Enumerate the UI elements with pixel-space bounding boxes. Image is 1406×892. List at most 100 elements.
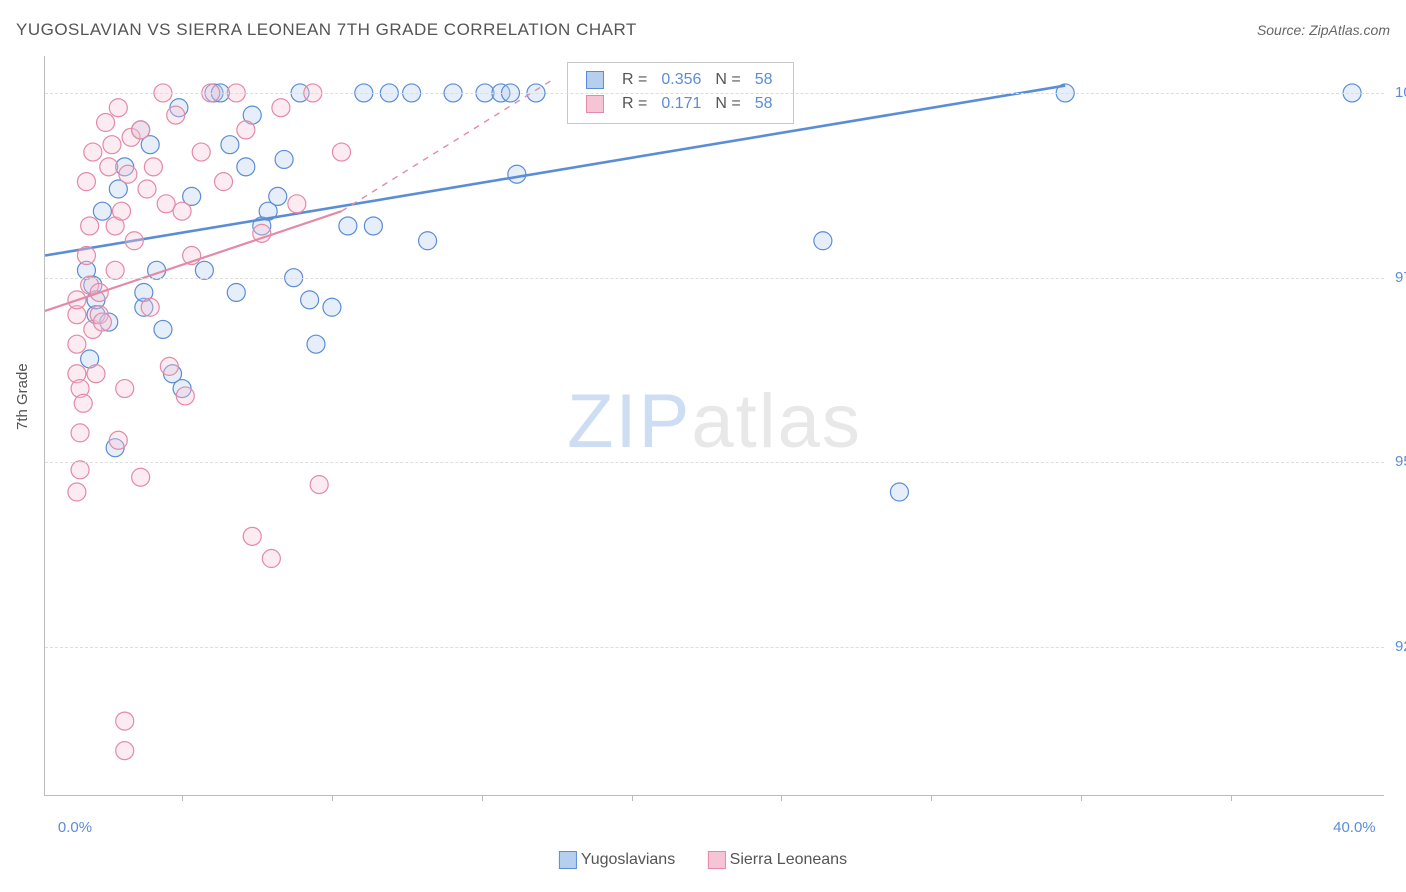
scatter-point xyxy=(310,476,328,494)
r-value: 0.171 xyxy=(655,93,707,115)
y-axis-label: 7th Grade xyxy=(14,363,31,430)
y-tick-label: 92.5% xyxy=(1395,638,1406,655)
scatter-point xyxy=(144,158,162,176)
scatter-point xyxy=(269,187,287,205)
stats-swatch-2 xyxy=(586,95,604,113)
scatter-point xyxy=(132,121,150,139)
scatter-point xyxy=(275,150,293,168)
r-value: 0.356 xyxy=(655,69,707,91)
n-value: 58 xyxy=(749,93,779,115)
scatter-point xyxy=(262,550,280,568)
legend-swatch xyxy=(708,851,726,869)
scatter-point xyxy=(113,202,131,220)
scatter-point xyxy=(97,114,115,132)
legend-item-yugoslavians: Yugoslavians xyxy=(559,851,675,869)
scatter-point xyxy=(890,483,908,501)
stats-swatch-1 xyxy=(586,71,604,89)
scatter-point xyxy=(221,136,239,154)
scatter-point xyxy=(116,742,134,760)
gridline xyxy=(45,462,1384,463)
scatter-point xyxy=(814,232,832,250)
stats-row: R = 0.356 N = 58 xyxy=(580,69,779,91)
scatter-point xyxy=(364,217,382,235)
scatter-point xyxy=(87,365,105,383)
scatter-point xyxy=(116,380,134,398)
scatter-point xyxy=(332,143,350,161)
scatter-point xyxy=(109,431,127,449)
gridline xyxy=(45,647,1384,648)
x-tick xyxy=(332,795,333,801)
scatter-point xyxy=(419,232,437,250)
scatter-point xyxy=(154,320,172,338)
legend-swatch xyxy=(559,851,577,869)
scatter-point xyxy=(227,283,245,301)
n-label: N = xyxy=(709,93,746,115)
scatter-point xyxy=(237,158,255,176)
scatter-point xyxy=(215,173,233,191)
scatter-point xyxy=(167,106,185,124)
scatter-point xyxy=(307,335,325,353)
scatter-point xyxy=(84,143,102,161)
chart-title: YUGOSLAVIAN VS SIERRA LEONEAN 7TH GRADE … xyxy=(16,20,637,40)
scatter-point xyxy=(93,313,111,331)
r-label: R = xyxy=(616,93,653,115)
bottom-legend: Yugoslavians Sierra Leoneans xyxy=(545,851,861,874)
stats-row: R = 0.171 N = 58 xyxy=(580,93,779,115)
scatter-point xyxy=(93,202,111,220)
scatter-point xyxy=(176,387,194,405)
y-tick-label: 97.5% xyxy=(1395,269,1406,286)
scatter-point xyxy=(508,165,526,183)
x-tick xyxy=(182,795,183,801)
regression-line xyxy=(45,86,1065,256)
scatter-point xyxy=(119,165,137,183)
scatter-point xyxy=(74,394,92,412)
r-label: R = xyxy=(616,69,653,91)
scatter-point xyxy=(71,424,89,442)
gridline xyxy=(45,278,1384,279)
source-label: Source: ZipAtlas.com xyxy=(1257,22,1390,38)
scatter-point xyxy=(138,180,156,198)
scatter-point xyxy=(141,298,159,316)
scatter-point xyxy=(323,298,341,316)
gridline xyxy=(45,93,1384,94)
scatter-point xyxy=(100,158,118,176)
plot-area: ZIPatlas R = 0.356 N = 58 R = 0.171 N = … xyxy=(44,56,1384,796)
scatter-point xyxy=(339,217,357,235)
scatter-point xyxy=(272,99,290,117)
scatter-point xyxy=(132,468,150,486)
scatter-point xyxy=(125,232,143,250)
scatter-point xyxy=(68,483,86,501)
scatter-point xyxy=(103,136,121,154)
legend-item-sierra-leoneans: Sierra Leoneans xyxy=(708,851,847,869)
scatter-point xyxy=(109,99,127,117)
scatter-point xyxy=(288,195,306,213)
scatter-point xyxy=(77,247,95,265)
n-label: N = xyxy=(709,69,746,91)
scatter-point xyxy=(71,461,89,479)
x-tick-label: 40.0% xyxy=(1333,819,1376,836)
x-tick xyxy=(781,795,782,801)
y-tick-label: 95.0% xyxy=(1395,453,1406,470)
scatter-point xyxy=(195,261,213,279)
x-tick-label: 0.0% xyxy=(58,819,92,836)
scatter-point xyxy=(160,357,178,375)
scatter-point xyxy=(243,527,261,545)
scatter-point xyxy=(116,712,134,730)
x-tick xyxy=(931,795,932,801)
x-tick xyxy=(632,795,633,801)
scatter-point xyxy=(68,335,86,353)
scatter-point xyxy=(157,195,175,213)
x-tick xyxy=(1081,795,1082,801)
scatter-point xyxy=(192,143,210,161)
legend-label: Sierra Leoneans xyxy=(730,851,847,869)
plot-svg xyxy=(45,56,1384,795)
scatter-point xyxy=(301,291,319,309)
scatter-point xyxy=(237,121,255,139)
x-tick xyxy=(482,795,483,801)
x-tick xyxy=(1231,795,1232,801)
y-tick-label: 100.0% xyxy=(1395,84,1406,101)
scatter-point xyxy=(81,217,99,235)
scatter-point xyxy=(77,173,95,191)
scatter-point xyxy=(106,261,124,279)
n-value: 58 xyxy=(749,69,779,91)
